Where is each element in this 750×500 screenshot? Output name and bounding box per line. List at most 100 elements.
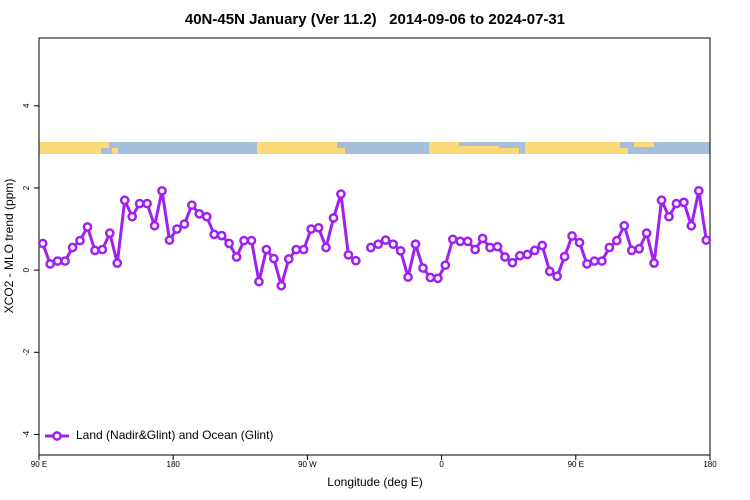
point [239, 235, 249, 246]
point [298, 244, 309, 255]
point [149, 220, 160, 231]
point [611, 235, 622, 246]
point [447, 234, 458, 245]
point [455, 236, 466, 247]
point [395, 245, 406, 256]
point [60, 256, 70, 266]
point [276, 280, 287, 291]
point [52, 256, 63, 266]
point [45, 259, 56, 269]
point [671, 198, 682, 209]
point [649, 258, 659, 268]
point [179, 219, 190, 229]
point [537, 240, 548, 251]
point [507, 257, 518, 268]
point [321, 242, 331, 253]
x-tick-label: 180 [167, 460, 181, 469]
point [186, 200, 197, 211]
point [433, 273, 443, 284]
x-tick-label: 0 [439, 460, 444, 469]
chart-title: 40N-45N January (Ver 11.2) 2014-09-06 to… [185, 11, 565, 28]
point [351, 255, 361, 266]
point [462, 236, 473, 247]
point [418, 263, 428, 273]
point [574, 237, 585, 248]
point [104, 228, 115, 238]
point [216, 230, 227, 241]
y-tick-label: -2 [22, 348, 31, 356]
point [410, 239, 421, 250]
point [619, 220, 630, 231]
point [37, 238, 48, 249]
y-tick-label: 4 [22, 103, 31, 108]
point [589, 256, 600, 266]
point [119, 195, 130, 206]
point [515, 250, 525, 261]
point [380, 235, 391, 245]
point [634, 243, 645, 254]
y-tick-label: 2 [22, 185, 31, 190]
point [224, 238, 234, 249]
point [336, 189, 346, 199]
point [373, 239, 384, 250]
point [269, 253, 279, 264]
point [157, 185, 167, 196]
point [291, 244, 302, 255]
point [500, 252, 510, 262]
point [679, 197, 689, 208]
point [283, 254, 294, 264]
point [194, 208, 205, 219]
point [254, 276, 264, 287]
point [567, 231, 577, 241]
point [172, 224, 182, 234]
point [365, 242, 376, 253]
point [701, 235, 712, 245]
point [686, 220, 697, 231]
point [492, 241, 503, 252]
point [693, 185, 704, 196]
point [112, 258, 123, 268]
legend-label: Land (Nadir&Glint) and Ocean (Glint) [76, 428, 273, 442]
y-tick-label: -4 [22, 430, 31, 438]
point [75, 235, 85, 246]
y-axis-label: XCO2 - MLO trend (ppm) [2, 179, 16, 314]
point [164, 235, 175, 245]
point [306, 224, 316, 234]
point [626, 245, 637, 256]
point [90, 245, 100, 256]
point [544, 266, 555, 277]
point [477, 233, 488, 244]
point [134, 198, 145, 209]
point [552, 271, 563, 282]
x-tick-label: 90 E [568, 460, 584, 469]
point [201, 211, 212, 222]
point [231, 252, 242, 262]
land-ocean-strip [39, 142, 710, 154]
x-tick-label: 90 E [31, 460, 47, 469]
point [142, 198, 152, 209]
legend-marker [52, 431, 62, 441]
x-axis-label: Longitude (deg E) [327, 475, 422, 489]
point [582, 259, 592, 269]
point [82, 222, 93, 232]
point [261, 244, 272, 255]
x-tick-label: 180 [703, 460, 717, 469]
point [403, 272, 413, 282]
point [127, 211, 138, 222]
point [656, 195, 667, 206]
point [246, 235, 257, 246]
point [641, 228, 652, 238]
point [388, 239, 398, 250]
point [470, 244, 480, 255]
point [67, 242, 78, 253]
point [343, 250, 354, 260]
point [604, 242, 615, 253]
point [97, 244, 108, 255]
point [209, 229, 220, 240]
x-tick-label: 90 W [298, 460, 317, 469]
y-tick-label: 0 [22, 267, 31, 272]
point [664, 211, 674, 222]
point [559, 251, 570, 262]
point [440, 260, 451, 271]
